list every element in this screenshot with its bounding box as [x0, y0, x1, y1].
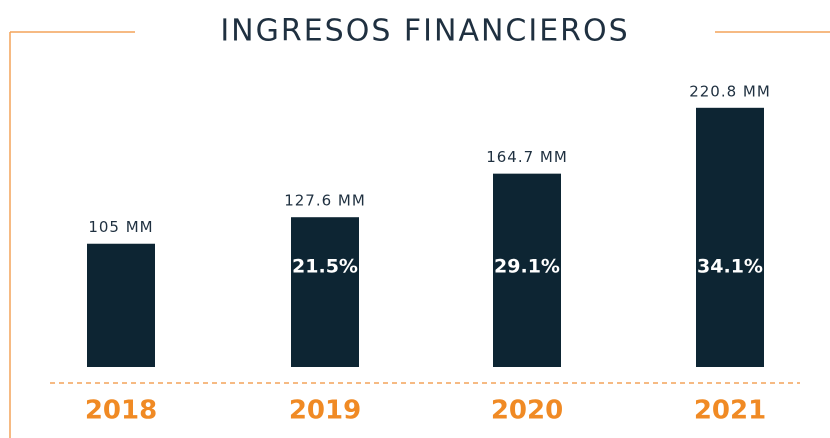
- x-tick-label: 2019: [289, 396, 361, 426]
- x-tick-label: 2021: [694, 396, 766, 426]
- value-label: 164.7 MM: [486, 148, 568, 166]
- x-tick-label: 2018: [85, 396, 157, 426]
- x-tick-label: 2020: [491, 396, 563, 426]
- bar: [696, 107, 764, 368]
- chart-title: INGRESOS FINANCIEROS: [220, 14, 629, 49]
- growth-label: 21.5%: [292, 256, 358, 278]
- value-label: 220.8 MM: [689, 82, 771, 100]
- bar: [291, 217, 359, 367]
- bar: [493, 173, 561, 367]
- value-label: 127.6 MM: [284, 192, 366, 210]
- value-label: 105 MM: [88, 218, 153, 236]
- bar: [87, 243, 155, 367]
- growth-label: 29.1%: [494, 256, 560, 278]
- growth-label: 34.1%: [697, 256, 763, 278]
